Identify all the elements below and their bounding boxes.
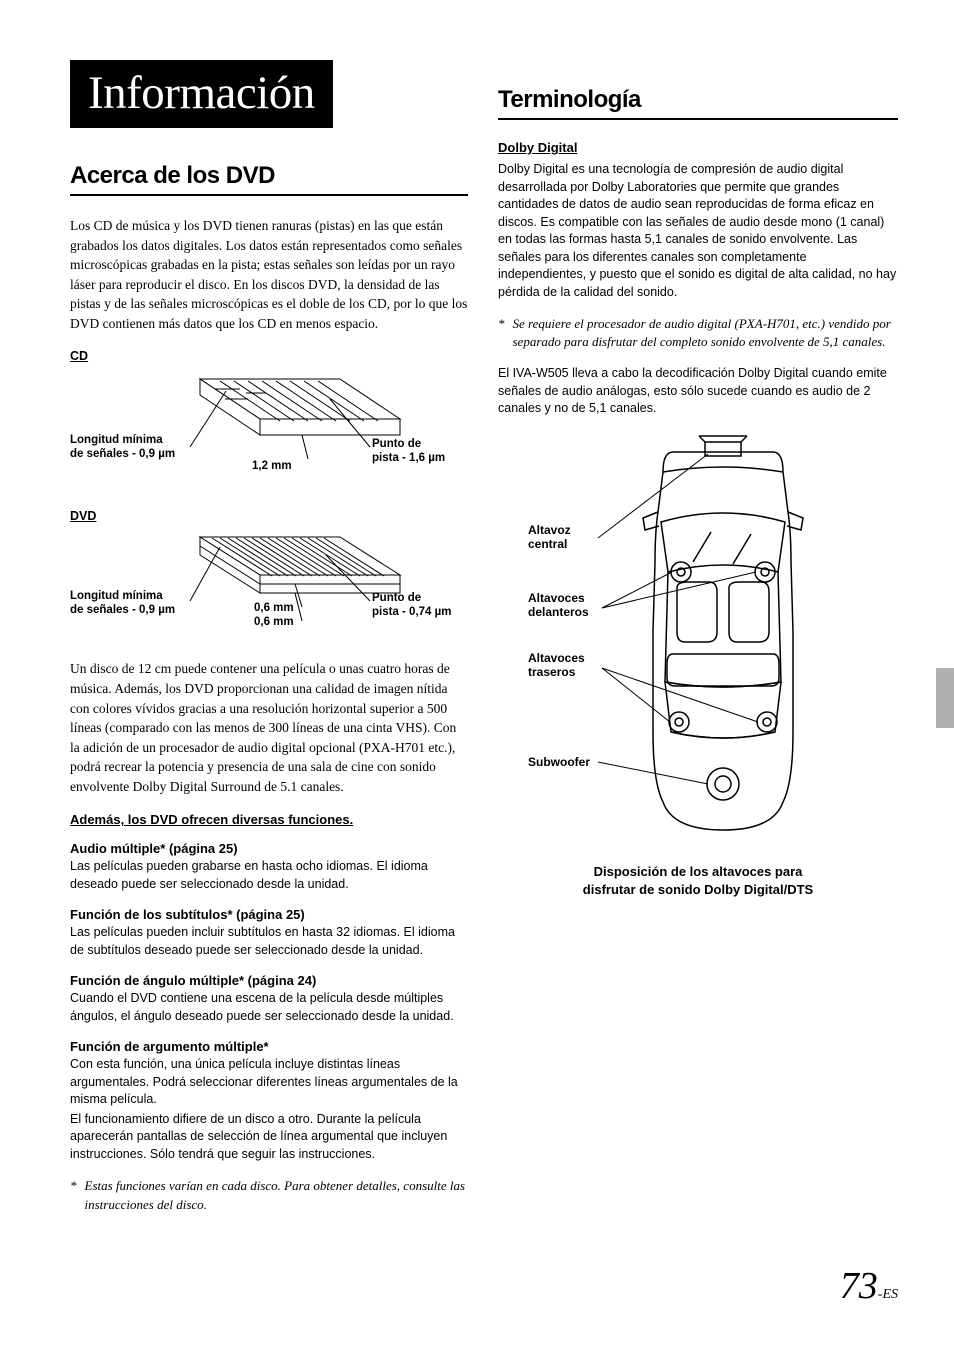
dolby-heading: Dolby Digital xyxy=(498,140,898,155)
angulo-paragraph: Cuando el DVD contiene una escena de la … xyxy=(70,990,468,1025)
left-column: Información Acerca de los DVD Los CD de … xyxy=(70,60,468,1228)
dolby-p2: El IVA-W505 lleva a cabo la decodificaci… xyxy=(498,365,898,418)
asterisk-icon: * xyxy=(70,1177,77,1213)
audio-multiple-heading: Audio múltiple* (página 25) xyxy=(70,841,468,856)
dvd-left-label-1: Longitud mínima xyxy=(70,590,163,602)
middle-serif-paragraph: Un disco de 12 cm puede contener una pel… xyxy=(70,659,468,796)
dvd-label: DVD xyxy=(70,509,468,523)
cd-right-label-1: Punto de xyxy=(372,438,421,450)
dvd-center-label-2: 0,6 mm xyxy=(254,616,294,628)
car-label-sub: Subwoofer xyxy=(528,755,590,769)
car-label-rear-1: Altavoces xyxy=(528,651,585,665)
left-footnote-text: Estas funciones varían en cada disco. Pa… xyxy=(85,1177,469,1213)
page-number: 73-ES xyxy=(840,1264,898,1308)
car-label-front-2: delanteros xyxy=(528,605,589,619)
car-caption-line-2: disfrutar de sonido Dolby Digital/DTS xyxy=(583,882,813,897)
main-title-box: Información xyxy=(70,60,333,128)
section-title-dvd: Acerca de los DVD xyxy=(70,162,468,196)
dolby-p1: Dolby Digital es una tecnología de compr… xyxy=(498,161,898,301)
page-container: Información Acerca de los DVD Los CD de … xyxy=(70,60,898,1228)
cd-diagram-block: CD xyxy=(70,349,468,489)
argumento-p1: Con esta función, una única película inc… xyxy=(70,1056,468,1109)
dvd-left-label-2: de señales - 0,9 µm xyxy=(70,604,175,616)
car-label-front-1: Altavoces xyxy=(528,591,585,605)
dvd-diagram-block: DVD xyxy=(70,509,468,639)
car-label-center-1: Altavoz xyxy=(528,523,571,537)
page-number-suffix: -ES xyxy=(878,1287,898,1302)
intro-paragraph: Los CD de música y los DVD tienen ranura… xyxy=(70,216,468,333)
subtitulos-paragraph: Las películas pueden incluir subtítulos … xyxy=(70,924,468,959)
cd-left-label-2: de señales - 0,9 µm xyxy=(70,448,175,460)
cd-left-label-1: Longitud mínima xyxy=(70,434,163,446)
right-column: Terminología Dolby Digital Dolby Digital… xyxy=(498,60,898,1228)
argumento-heading: Función de argumento múltiple* xyxy=(70,1039,468,1054)
side-tab xyxy=(936,668,954,728)
car-diagram-block: Altavoz central Altavoces delanteros Alt… xyxy=(498,432,898,899)
page-number-value: 73 xyxy=(840,1265,878,1307)
dvd-center-label-1: 0,6 mm xyxy=(254,602,294,614)
angulo-heading: Función de ángulo múltiple* (página 24) xyxy=(70,973,468,988)
car-label-rear-2: traseros xyxy=(528,665,576,679)
subtitulos-heading: Función de los subtítulos* (página 25) xyxy=(70,907,468,922)
cd-label: CD xyxy=(70,349,468,363)
car-speaker-diagram: Altavoz central Altavoces delanteros Alt… xyxy=(498,432,898,852)
dvd-right-label-2: pista - 0,74 µm xyxy=(372,606,452,618)
car-label-center-2: central xyxy=(528,537,567,551)
section-title-terminologia: Terminología xyxy=(498,86,898,120)
dolby-note: * Se requiere el procesador de audio dig… xyxy=(498,315,898,351)
dvd-right-label-1: Punto de xyxy=(372,592,421,604)
cd-right-label-2: pista - 1,6 µm xyxy=(372,452,445,464)
audio-multiple-paragraph: Las películas pueden grabarse en hasta o… xyxy=(70,858,468,893)
ademas-heading: Además, los DVD ofrecen diversas funcion… xyxy=(70,812,468,827)
dvd-diagram: Longitud mínima de señales - 0,9 µm 0,6 … xyxy=(70,529,460,639)
argumento-p2: El funcionamiento difiere de un disco a … xyxy=(70,1111,468,1164)
left-footnote: * Estas funciones varían en cada disco. … xyxy=(70,1177,468,1213)
dolby-note-text: Se requiere el procesador de audio digit… xyxy=(513,315,899,351)
asterisk-icon: * xyxy=(498,315,505,351)
car-caption: Disposición de los altavoces para disfru… xyxy=(498,863,898,899)
cd-diagram: Longitud mínima de señales - 0,9 µm 1,2 … xyxy=(70,369,460,489)
cd-center-label: 1,2 mm xyxy=(252,460,292,472)
car-caption-line-1: Disposición de los altavoces para xyxy=(594,864,803,879)
